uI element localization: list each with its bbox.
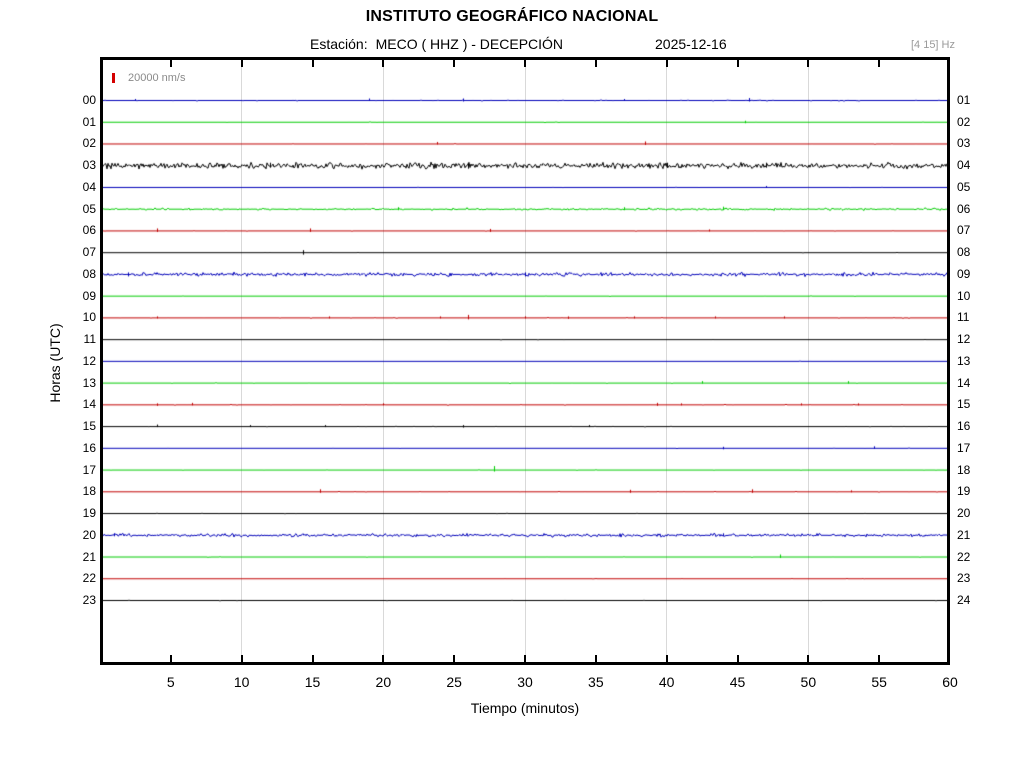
hour-label-left-20: 20 xyxy=(82,527,96,542)
hour-label-right-03: 03 xyxy=(957,136,971,151)
hour-label-left-09: 09 xyxy=(82,288,96,303)
hour-label-right-04: 04 xyxy=(957,158,971,173)
hour-label-left-07: 07 xyxy=(82,245,96,260)
top-tick-minute-15 xyxy=(311,60,314,67)
bottom-tick-minute-45 xyxy=(736,655,739,662)
hour-label-left-15: 15 xyxy=(82,419,96,434)
bottom-tick-minute-20 xyxy=(382,655,385,662)
hour-label-right-01: 01 xyxy=(957,93,971,107)
top-tick-minute-40 xyxy=(665,60,668,67)
hour-label-right-14: 14 xyxy=(957,375,971,390)
top-tick-minute-35 xyxy=(594,60,597,67)
x-tick-label-30: 30 xyxy=(517,674,533,690)
hour-label-left-00: 00 xyxy=(82,93,96,107)
hour-label-right-16: 16 xyxy=(957,419,971,434)
x-tick-label-45: 45 xyxy=(729,674,746,690)
bottom-tick-minute-40 xyxy=(665,655,668,662)
hour-label-right-09: 09 xyxy=(957,266,971,281)
seismogram-traces xyxy=(100,57,950,665)
hour-label-left-05: 05 xyxy=(82,201,96,216)
bottom-tick-minute-10 xyxy=(240,655,243,662)
top-tick-minute-25 xyxy=(453,60,456,67)
hour-label-left-13: 13 xyxy=(82,375,96,390)
hour-label-left-16: 16 xyxy=(82,440,96,455)
hour-label-left-21: 21 xyxy=(82,549,96,564)
top-tick-minute-55 xyxy=(878,60,881,67)
bottom-tick-minute-25 xyxy=(453,655,456,662)
hour-label-right-22: 22 xyxy=(957,549,971,564)
hour-label-left-03: 03 xyxy=(82,158,96,173)
hour-label-left-12: 12 xyxy=(82,353,96,368)
x-tick-label-5: 5 xyxy=(166,674,175,690)
hour-label-right-07: 07 xyxy=(957,223,971,238)
top-tick-minute-5 xyxy=(169,60,172,67)
hour-label-right-23: 23 xyxy=(957,571,971,586)
hour-label-left-02: 02 xyxy=(82,136,96,151)
date-label: 2025-12-16 xyxy=(655,36,727,52)
x-axis-title: Tiempo (minutos) xyxy=(470,700,580,716)
hour-label-left-06: 06 xyxy=(82,223,96,238)
x-tick-label-35: 35 xyxy=(588,674,604,690)
x-tick-label-20: 20 xyxy=(375,674,392,690)
x-tick-label-40: 40 xyxy=(658,674,675,690)
bottom-tick-minute-50 xyxy=(807,655,810,662)
hour-label-right-17: 17 xyxy=(957,440,971,455)
hour-label-right-19: 19 xyxy=(957,484,971,499)
hour-label-left-01: 01 xyxy=(82,114,96,129)
x-tick-label-55: 55 xyxy=(871,674,887,690)
hour-label-left-10: 10 xyxy=(82,310,96,325)
bottom-tick-minute-30 xyxy=(524,655,526,662)
x-tick-label-25: 25 xyxy=(446,674,462,690)
x-tick-label-10: 10 xyxy=(233,674,250,690)
bottom-tick-minute-55 xyxy=(878,655,881,662)
page-title: INSTITUTO GEOGRÁFICO NACIONAL xyxy=(365,8,659,25)
hour-label-right-13: 13 xyxy=(957,353,971,368)
hour-label-left-08: 08 xyxy=(82,266,96,281)
top-tick-minute-50 xyxy=(807,60,810,67)
x-tick-label-60: 60 xyxy=(942,674,958,690)
hour-label-left-19: 19 xyxy=(82,506,96,521)
hour-label-right-06: 06 xyxy=(957,201,971,216)
x-tick-label-50: 50 xyxy=(800,674,817,690)
station-label: Estación: xyxy=(310,36,368,52)
hour-label-right-21: 21 xyxy=(957,527,971,542)
hour-label-right-20: 20 xyxy=(957,506,971,521)
bottom-tick-minute-5 xyxy=(169,655,172,662)
hour-label-right-24: 24 xyxy=(957,593,971,607)
hour-label-left-14: 14 xyxy=(82,397,96,412)
hour-label-right-10: 10 xyxy=(957,288,971,303)
station-subtitle: Estación: MECO ( HHZ ) - DECEPCIÓN xyxy=(310,36,563,52)
top-tick-minute-30 xyxy=(524,60,526,67)
top-tick-minute-45 xyxy=(736,60,739,67)
hour-label-left-23: 23 xyxy=(82,593,96,607)
hour-label-right-02: 02 xyxy=(957,114,971,129)
hour-label-right-18: 18 xyxy=(957,462,971,477)
hour-label-left-22: 22 xyxy=(82,571,96,586)
hour-label-left-18: 18 xyxy=(82,484,96,499)
hour-label-left-04: 04 xyxy=(82,179,96,194)
frequency-band-label: [4 15] Hz xyxy=(910,39,955,51)
hour-label-right-11: 11 xyxy=(957,310,970,325)
x-tick-label-15: 15 xyxy=(304,674,321,690)
top-tick-minute-10 xyxy=(240,60,243,67)
top-tick-minute-20 xyxy=(382,60,385,67)
bottom-tick-minute-35 xyxy=(594,655,597,662)
hour-label-right-08: 08 xyxy=(957,245,971,260)
hour-label-right-05: 05 xyxy=(957,179,971,194)
hour-label-right-12: 12 xyxy=(957,332,971,347)
hour-label-left-11: 11 xyxy=(83,332,96,347)
bottom-tick-minute-15 xyxy=(311,655,314,662)
hour-label-right-15: 15 xyxy=(957,397,971,412)
hour-label-left-17: 17 xyxy=(82,462,96,477)
station-name: MECO ( HHZ ) - DECEPCIÓN xyxy=(375,36,564,52)
